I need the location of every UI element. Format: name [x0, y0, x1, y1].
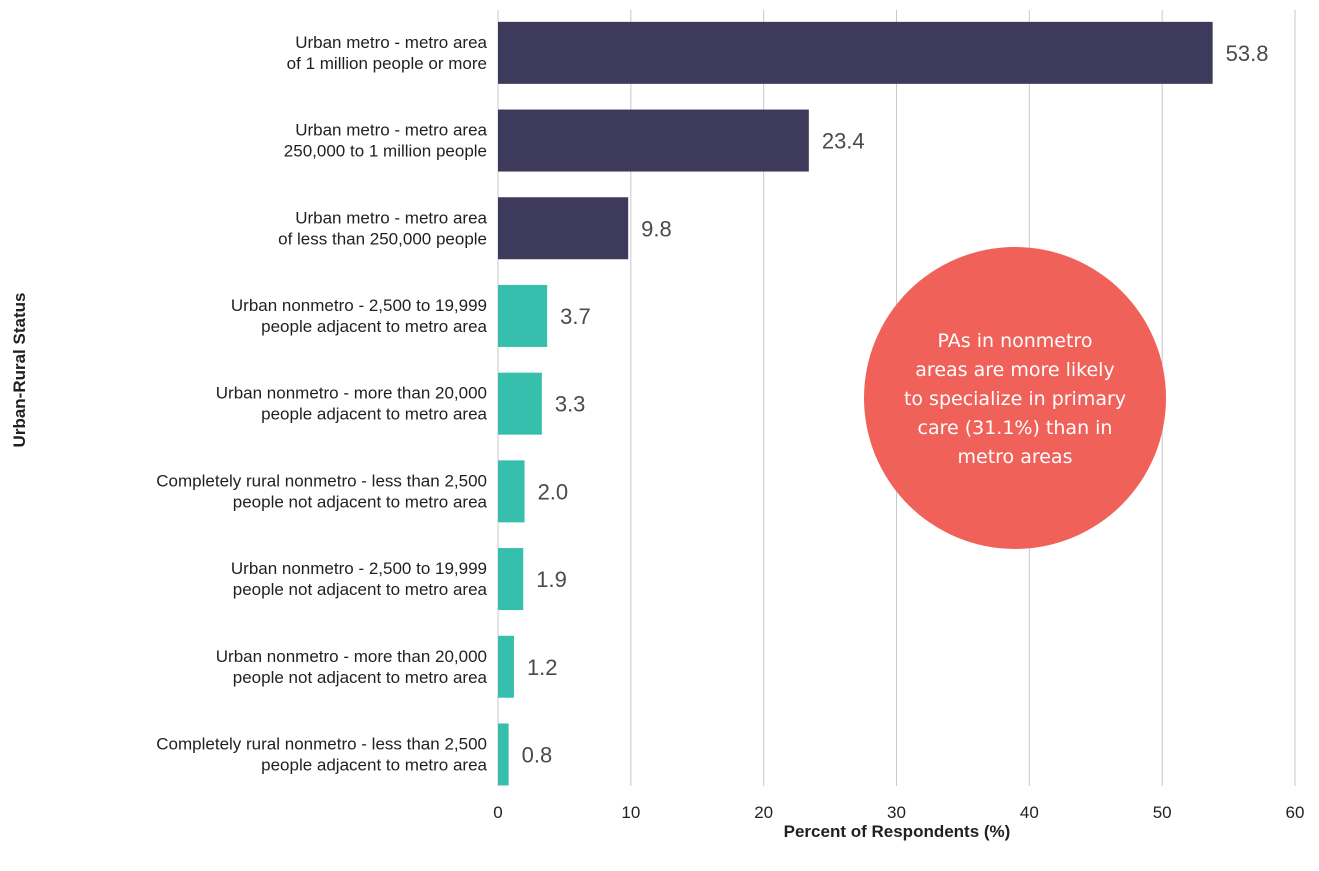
bar — [498, 109, 809, 172]
value-label: 1.2 — [527, 655, 558, 680]
x-tick-labels-group: 0 10 20 30 40 50 60 — [493, 803, 1304, 822]
category-label: Completely rural nonmetro - less than 2,… — [156, 471, 487, 490]
x-tick-label: 20 — [754, 803, 773, 822]
bar — [498, 723, 509, 786]
bar — [498, 197, 629, 260]
x-tick-label: 30 — [887, 803, 906, 822]
x-tick-label: 40 — [1020, 803, 1039, 822]
bars-group — [498, 21, 1213, 786]
y-axis-title: Urban-Rural Status — [10, 293, 29, 448]
category-label: Urban metro - metro area — [295, 33, 487, 52]
bar — [498, 460, 525, 523]
callout-text-line: care (31.1%) than in — [918, 417, 1113, 439]
category-label: Urban nonmetro - 2,500 to 19,999 — [231, 559, 487, 578]
category-label: people adjacent to metro area — [261, 755, 487, 774]
callout-text-line: metro areas — [958, 446, 1073, 468]
x-tick-label: 10 — [621, 803, 640, 822]
bar — [498, 635, 514, 698]
bar — [498, 548, 524, 611]
category-labels-group: Urban metro - metro area of 1 million peo… — [156, 33, 487, 775]
bar — [498, 284, 548, 347]
category-label: of 1 million people or more — [287, 54, 487, 73]
value-labels-group: 53.8 23.4 9.8 3.7 3.3 2.0 1.9 1.2 0.8 — [522, 41, 1269, 768]
value-label: 1.9 — [536, 567, 567, 592]
value-label: 0.8 — [522, 742, 553, 767]
callout-text-line: areas are more likely — [915, 359, 1114, 381]
category-label: Urban nonmetro - more than 20,000 — [216, 647, 487, 666]
x-tick-label: 50 — [1153, 803, 1172, 822]
annotation-callout: PAs in nonmetro areas are more likely to s… — [864, 247, 1166, 549]
value-label: 53.8 — [1226, 41, 1269, 66]
category-label: Urban metro - metro area — [295, 121, 487, 140]
value-label: 23.4 — [822, 129, 865, 154]
category-label: people not adjacent to metro area — [233, 492, 488, 511]
category-label: Urban nonmetro - more than 20,000 — [216, 384, 487, 403]
category-label: of less than 250,000 people — [278, 229, 487, 248]
x-tick-label: 60 — [1286, 803, 1305, 822]
category-label: people not adjacent to metro area — [233, 668, 488, 687]
callout-text-line: to specialize in primary — [904, 388, 1126, 410]
category-label: people adjacent to metro area — [261, 317, 487, 336]
value-label: 9.8 — [641, 216, 672, 241]
bar — [498, 21, 1213, 84]
callout-text-line: PAs in nonmetro — [938, 330, 1093, 352]
bar — [498, 372, 542, 435]
value-label: 3.7 — [560, 304, 591, 329]
callout-circle — [864, 247, 1166, 549]
category-label: people not adjacent to metro area — [233, 580, 488, 599]
category-label: 250,000 to 1 million people — [284, 142, 487, 161]
category-label: Urban nonmetro - 2,500 to 19,999 — [231, 296, 487, 315]
category-label: Urban metro - metro area — [295, 208, 487, 227]
x-axis-title: Percent of Respondents (%) — [784, 822, 1011, 841]
value-label: 3.3 — [555, 392, 586, 417]
category-label: people adjacent to metro area — [261, 405, 487, 424]
category-label: Completely rural nonmetro - less than 2,… — [156, 734, 487, 753]
value-label: 2.0 — [538, 479, 569, 504]
x-tick-label: 0 — [493, 803, 502, 822]
